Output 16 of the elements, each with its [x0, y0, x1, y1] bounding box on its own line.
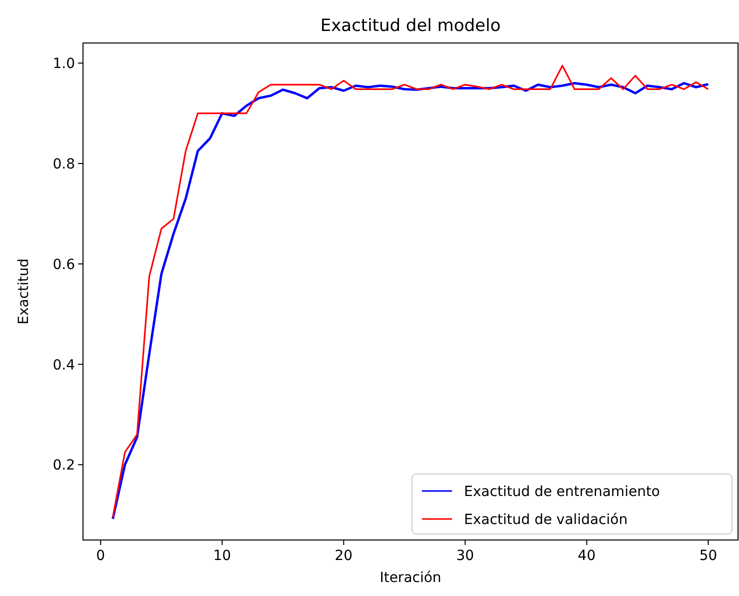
- y-tick-label: 0.6: [52, 256, 76, 273]
- y-tick-label: 0.4: [52, 357, 76, 374]
- y-tick-label: 0.8: [52, 156, 75, 172]
- x-tick-label: 20: [334, 548, 353, 564]
- x-tick-label: 50: [699, 548, 718, 564]
- x-tick-label: 30: [456, 548, 474, 564]
- legend-label: Exactitud de entrenamiento: [464, 484, 660, 500]
- x-tick-label: 10: [213, 548, 232, 564]
- x-tick-label: 0: [96, 548, 106, 564]
- y-tick-label: 0.2: [52, 458, 75, 474]
- legend-label: Exactitud de validación: [464, 512, 628, 528]
- y-tick-label: 1.0: [52, 56, 75, 72]
- chart-title: Exactitud del modelo: [320, 16, 501, 36]
- y-axis-title: Exactitud: [16, 258, 32, 325]
- x-tick-label: 40: [578, 548, 596, 564]
- x-axis-title: Iteración: [380, 570, 442, 586]
